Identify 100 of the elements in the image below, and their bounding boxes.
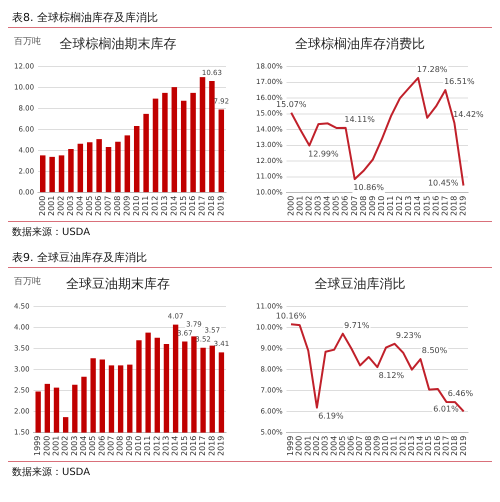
x-tick-label: 2004	[79, 436, 88, 456]
x-tick-label: 2008	[358, 196, 368, 216]
x-tick-label: 2019	[216, 436, 226, 456]
x-tick-label: 2019	[216, 196, 226, 216]
bar	[124, 135, 130, 192]
data-label: 6.19%	[318, 412, 344, 421]
text: 表9. 全球豆油库存及库消比	[8, 248, 492, 268]
bar	[152, 98, 158, 192]
x-tick-label: 2009	[122, 196, 132, 216]
x-tick-label: 2017	[198, 196, 207, 216]
x-tick-label: 2016	[189, 436, 198, 456]
x-tick-label: 1999	[33, 436, 42, 456]
x-tick-label: 2015	[180, 436, 189, 456]
x-tick-label: 2016	[188, 196, 198, 216]
bar	[49, 156, 55, 192]
chart-title: 全球豆油库消比	[314, 277, 406, 292]
x-tick-label: 2013	[404, 196, 414, 216]
x-tick-label: 2005	[88, 436, 98, 456]
x-tick-label: 2004	[322, 196, 332, 216]
data-label: 14.42%	[453, 110, 484, 120]
x-tick-label: 2001	[295, 196, 304, 216]
x-tick-label: 2000	[42, 436, 52, 456]
data-label: 10.86%	[353, 183, 384, 192]
chart-title: 全球豆油期末库存	[66, 277, 170, 292]
x-tick-label: 2008	[116, 436, 125, 456]
x-tick-label: 2012	[398, 436, 408, 456]
data-label: 12.99%	[308, 150, 339, 159]
data-label: 10.45%	[428, 178, 459, 188]
x-tick-label: 2002	[304, 196, 314, 216]
x-tick-label: 2017	[198, 436, 208, 456]
x-tick-label: 2007	[104, 196, 113, 216]
x-tick-label: 2001	[52, 436, 61, 456]
x-tick-label: 2013	[162, 436, 171, 456]
x-tick-label: 2018	[449, 196, 458, 216]
x-tick-label: 2010	[381, 436, 390, 456]
bar	[106, 146, 112, 192]
x-tick-label: 2014	[170, 436, 180, 456]
x-tick-label: 2007	[106, 436, 116, 456]
x-tick-label: 2009	[372, 436, 382, 456]
source-note: 数据来源：USDA	[8, 461, 492, 482]
x-tick-label: 2006	[97, 436, 106, 456]
bar	[86, 142, 92, 192]
x-tick-label: 2019	[458, 196, 468, 216]
x-tick-label: 2018	[206, 196, 216, 216]
x-tick-label: 2015	[424, 436, 434, 456]
chart-title: 全球棕榈油期末库存	[60, 37, 176, 52]
bar	[172, 87, 178, 192]
x-tick-label: 2002	[312, 436, 321, 456]
x-tick-label: 2003	[70, 436, 79, 456]
x-tick-label: 2015	[178, 196, 188, 216]
x-tick-label: 2001	[47, 196, 56, 216]
x-tick-label: 2011	[143, 436, 152, 456]
x-tick-label: 2004	[75, 196, 84, 216]
x-tick-label: 2016	[432, 436, 442, 456]
bar	[190, 92, 196, 192]
data-label: 15.07%	[276, 100, 307, 109]
x-tick-label: 2011	[386, 196, 396, 216]
x-tick-label: 2017	[440, 196, 450, 216]
data-label: 16.51%	[444, 77, 475, 86]
x-tick-label: 1999	[286, 436, 296, 456]
x-tick-label: 2007	[355, 436, 364, 456]
y-axis-title: 百万吨	[14, 276, 41, 287]
x-tick-label: 2010	[376, 196, 386, 216]
x-tick-label: 2002	[60, 436, 70, 456]
x-tick-label: 2014	[169, 196, 178, 216]
x-tick-label: 2009	[124, 436, 134, 456]
x-tick-label: 2006	[340, 196, 350, 216]
data-label: 9.71%	[344, 320, 370, 330]
data-label: 9.23%	[396, 330, 422, 340]
data-label: 14.11%	[344, 114, 376, 124]
x-tick-label: 2013	[160, 196, 169, 216]
x-tick-label: 2012	[152, 436, 162, 456]
x-tick-label: 2012	[150, 196, 160, 216]
x-tick-label: 2004	[329, 436, 338, 456]
x-tick-label: 2009	[368, 196, 377, 216]
x-tick-label: 2012	[395, 196, 404, 216]
x-tick-label: 2006	[94, 196, 104, 216]
bar	[78, 144, 84, 192]
x-tick-label: 2003	[66, 196, 76, 216]
x-tick-label: 2019	[458, 436, 468, 456]
bar	[200, 77, 206, 192]
x-tick-label: 2013	[406, 436, 416, 456]
x-tick-label: 2008	[364, 436, 373, 456]
bar	[58, 155, 64, 192]
bar	[115, 142, 121, 192]
data-label: 17.28%	[416, 65, 448, 74]
x-tick-label: 2011	[390, 436, 399, 456]
x-tick-label: 2010	[132, 196, 141, 216]
x-tick-label: 2005	[84, 196, 94, 216]
data-label: 8.50%	[422, 346, 448, 356]
x-tick-label: 2014	[416, 436, 425, 456]
x-tick-label: 2006	[346, 436, 356, 456]
bar	[218, 109, 224, 192]
x-tick-label: 2015	[422, 196, 432, 216]
bar	[96, 139, 102, 192]
x-tick-label: 2001	[303, 436, 312, 456]
text: 表8. 全球棕榈油库存及库消比	[8, 8, 492, 28]
data-label: 6.01%	[433, 404, 460, 414]
data-label: 6.46%	[448, 389, 474, 398]
x-tick-label: 2018	[207, 436, 216, 456]
